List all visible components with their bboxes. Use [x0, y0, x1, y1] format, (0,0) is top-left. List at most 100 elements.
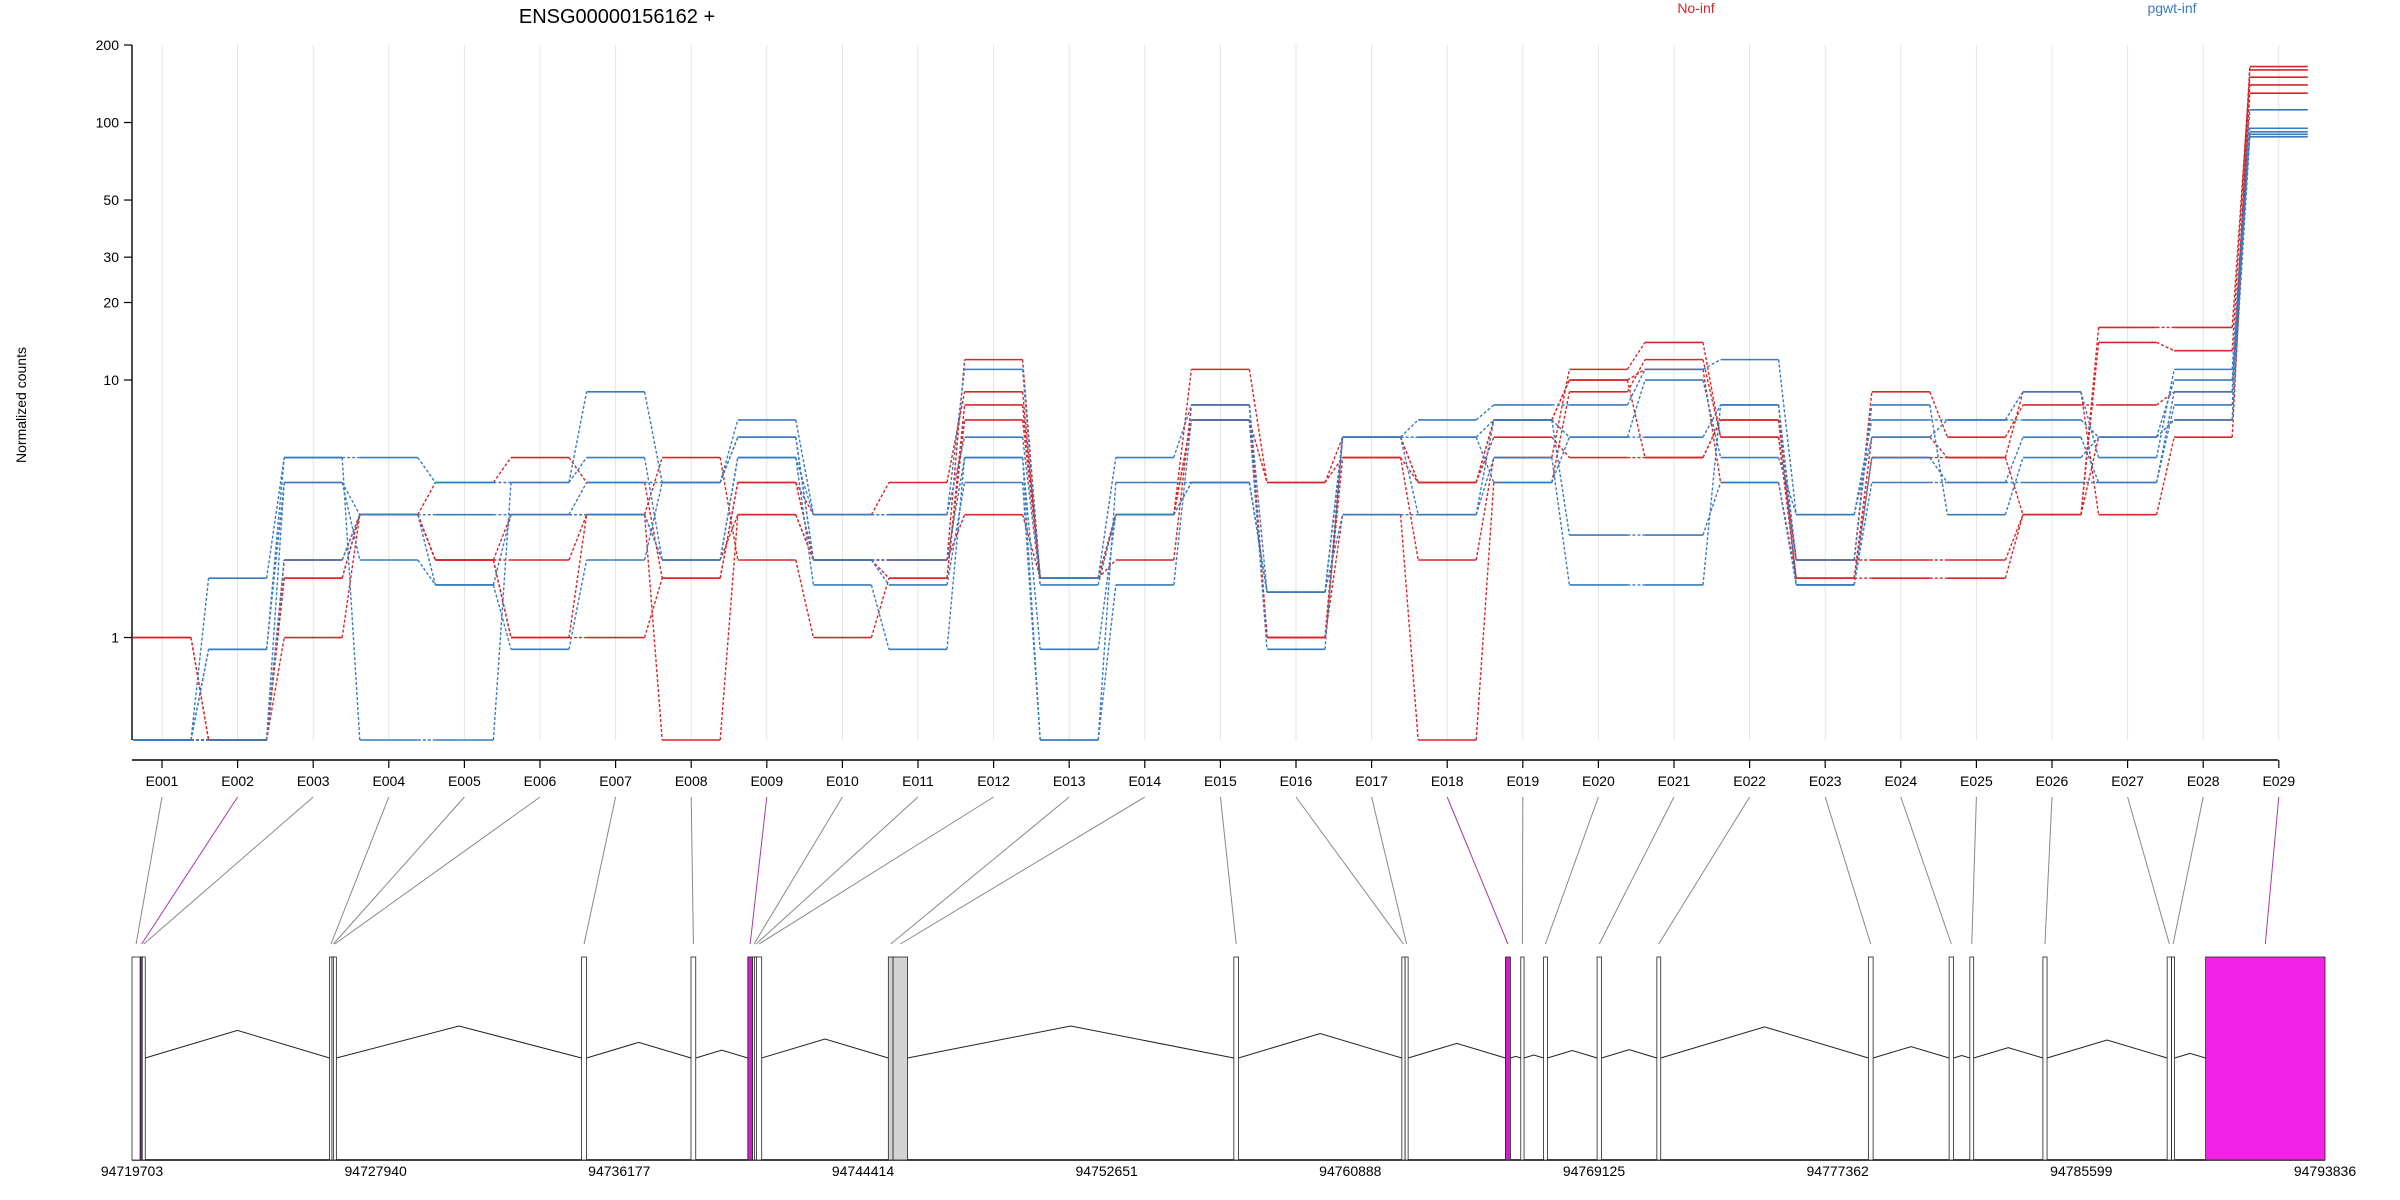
y-tick-label-10: 10	[103, 372, 119, 388]
exon-e009	[747, 956, 753, 1161]
series-connector	[1702, 419, 1722, 458]
series-connector	[1021, 391, 1041, 579]
series-connector	[2231, 136, 2251, 420]
series-connector	[1173, 419, 1193, 515]
genomic-tick-label-5: 94752651	[1076, 1163, 1139, 1179]
x-ticks: E001 E002 E003 E004 E005 E006 E007 E008 E009 E010…	[146, 760, 2295, 789]
x-tick-label-e007: E007	[599, 773, 632, 789]
series-connector	[946, 369, 966, 515]
series-connector	[417, 514, 437, 586]
intron-line	[1973, 1047, 2044, 1059]
series-connector	[1853, 437, 1873, 579]
series-connector	[1853, 436, 1873, 515]
exon-e020	[1543, 956, 1548, 1161]
series-connector	[1097, 514, 1117, 579]
vertical-gridlines	[161, 45, 2280, 740]
series-connector	[1475, 482, 1495, 741]
genomic-tick-label-4: 94744414	[832, 1163, 895, 1179]
series-connector	[946, 436, 966, 515]
series-connector	[2004, 514, 2024, 579]
series-connector	[1475, 419, 1495, 483]
series-connector	[341, 482, 361, 561]
series-connector	[1551, 391, 1571, 483]
x-tick-label-e022: E022	[1733, 773, 1766, 789]
x-tick-label-e027: E027	[2111, 773, 2144, 789]
series-connector	[643, 577, 663, 638]
connector-e023	[1824, 796, 1872, 945]
intron-line	[1601, 1049, 1658, 1059]
exon-e012	[755, 956, 763, 1161]
series-connector	[1551, 457, 1571, 586]
exon-e025	[1969, 956, 1975, 1161]
y-ticks: 1 10 20 30 50 100 200	[96, 37, 132, 646]
series-connector	[946, 482, 966, 586]
exon-e006	[332, 956, 337, 1161]
connector-e017	[1371, 796, 1408, 945]
exon-e022	[1656, 956, 1662, 1161]
series-connector	[1324, 437, 1344, 650]
connector-e004	[330, 796, 390, 945]
x-tick-label-e019: E019	[1506, 773, 1539, 789]
x-tick-label-e004: E004	[372, 773, 405, 789]
exon-e028	[2171, 956, 2175, 1161]
series-connector	[1702, 359, 1721, 370]
series-connector	[2156, 341, 2175, 352]
series-connector	[1475, 457, 1495, 561]
series-connector	[1777, 404, 1797, 561]
series-connector	[795, 559, 815, 638]
genomic-tick-label-9: 94785599	[2050, 1163, 2113, 1179]
series-connector	[2155, 436, 2175, 515]
series-connector	[795, 457, 815, 586]
series-connector	[870, 577, 890, 638]
series-connector	[1475, 436, 1495, 483]
series-connector	[1324, 514, 1344, 593]
genomic-tick-label-6: 94760888	[1319, 1163, 1382, 1179]
series-connector	[1777, 437, 1797, 579]
series-connector	[1475, 457, 1495, 515]
series-connector	[2156, 391, 2175, 406]
series-connector	[2004, 404, 2024, 438]
series-connector	[1551, 419, 1570, 438]
series-connector	[1853, 482, 1873, 586]
connector-e015	[1219, 796, 1237, 945]
connector-e001	[135, 796, 163, 945]
series-connector	[1702, 482, 1722, 536]
series-connector	[568, 559, 588, 650]
intron-line	[1953, 1055, 1970, 1059]
legend-label-no-inf: No-inf	[1677, 0, 1714, 16]
series-connector	[341, 482, 361, 516]
y-tick-label-200: 200	[96, 37, 120, 53]
series-connector	[795, 514, 815, 561]
connector-e025	[1971, 796, 1977, 945]
gene-axis-ticks: 94719703 94727940 94736177 94744414 94752651…	[101, 1163, 2357, 1179]
series-connector	[2080, 391, 2100, 458]
series-connector	[2080, 436, 2100, 483]
series-connector	[341, 514, 361, 561]
series-connector	[643, 514, 663, 561]
connector-e012	[758, 796, 994, 945]
connector-e014	[900, 796, 1146, 945]
series-connector	[1173, 369, 1193, 515]
series-pgwt-inf-10	[133, 127, 2308, 741]
x-tick-label-e008: E008	[675, 773, 708, 789]
exon-e007	[581, 956, 587, 1161]
exon-e013	[887, 956, 894, 1161]
connector-e005	[333, 796, 465, 945]
series-connector	[1702, 404, 1722, 438]
series-connector	[1626, 342, 1646, 370]
series-connector	[1551, 419, 1571, 536]
intron-line	[1238, 1032, 1403, 1059]
exon-e029	[2205, 956, 2326, 1161]
connector-e029	[2264, 796, 2280, 945]
series-connector	[1097, 457, 1117, 579]
series-connector	[492, 514, 512, 561]
connector-e007	[583, 796, 617, 945]
x-tick-label-e013: E013	[1053, 773, 1086, 789]
series-connector	[1929, 404, 1949, 515]
y-tick-label-50: 50	[103, 192, 119, 208]
series-connector	[719, 514, 739, 741]
series-connector	[190, 578, 210, 741]
series-connector	[946, 457, 966, 561]
series-connector	[2155, 391, 2175, 483]
series-connector	[1399, 457, 1419, 561]
